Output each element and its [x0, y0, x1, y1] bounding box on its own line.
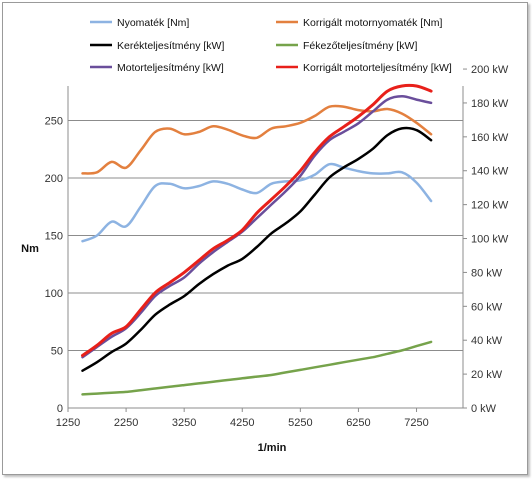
x-tick-label: 5250 — [288, 417, 312, 429]
legend-entry-label: Korrigált motornyomaték [Nm] — [303, 17, 443, 29]
x-tick-label: 1250 — [56, 417, 80, 429]
y-tick-label-left: 50 — [51, 346, 63, 358]
y-tick-label-right: 40 kW — [471, 335, 503, 347]
y-tick-label-right: 100 kW — [471, 234, 509, 246]
series-line-nyomat-k-nm — [81, 162, 433, 243]
y-tick-label-right: 140 kW — [471, 166, 509, 178]
x-tick-label: 7250 — [404, 417, 428, 429]
legend-entry-label: Motorteljesítmény [kW] — [117, 62, 224, 74]
y-tick-label-right: 20 kW — [471, 369, 503, 381]
series-lines — [81, 83, 433, 396]
legend-entry-label: Fékezőteljesítmény [kW] — [303, 40, 417, 52]
y-axis-title-left: Nm — [21, 243, 39, 255]
legend-entry-label: Kerékteljesítmény [kW] — [117, 40, 224, 52]
y-tick-label-left: 0 — [57, 403, 63, 415]
x-axis-title: 1/min — [258, 442, 287, 454]
y-tick-label-right: 160 kW — [471, 132, 509, 144]
y-tick-label-right: 60 kW — [471, 301, 503, 313]
y-tick-label-right: 200 kW — [471, 64, 509, 76]
grid — [68, 120, 463, 409]
y-tick-label-left: 150 — [45, 231, 63, 243]
y-tick-label-right: 120 kW — [471, 200, 509, 212]
y-tick-label-right: 80 kW — [471, 267, 503, 279]
y-tick-label-right: 0 kW — [471, 403, 497, 415]
x-tick-label: 2250 — [114, 417, 138, 429]
series-line-ker-kteljes-tm-ny-kw — [81, 126, 433, 372]
y-tick-label-right: 180 kW — [471, 98, 509, 110]
x-tick-label: 6250 — [346, 417, 370, 429]
legend-entry-label: Korrigált motorteljesítmény [kW] — [303, 62, 452, 74]
series-line-korrig-lt-motornyomat-k-nm — [81, 104, 433, 175]
axes: 0 50 100 150 200 250 0 kW 20 kW 40 kW 60 kW 80 kW 1… — [45, 64, 509, 429]
series-line-korrig-lt-motorteljes-tm-ny-kw — [81, 83, 433, 357]
legend: Nyomaték [Nm] Korrigált motornyomaték [Nm… — [90, 17, 452, 74]
y-tick-label-left: 100 — [45, 288, 63, 300]
series-line-motorteljes-tm-ny-kw — [81, 94, 433, 359]
series-line-f-kez-teljes-tm-ny-kw — [81, 340, 433, 396]
y-tick-label-left: 250 — [45, 116, 63, 128]
x-tick-label: 4250 — [230, 417, 254, 429]
y-tick-label-left: 200 — [45, 173, 63, 185]
x-tick-label: 3250 — [172, 417, 196, 429]
legend-entry-label: Nyomaték [Nm] — [117, 17, 189, 29]
